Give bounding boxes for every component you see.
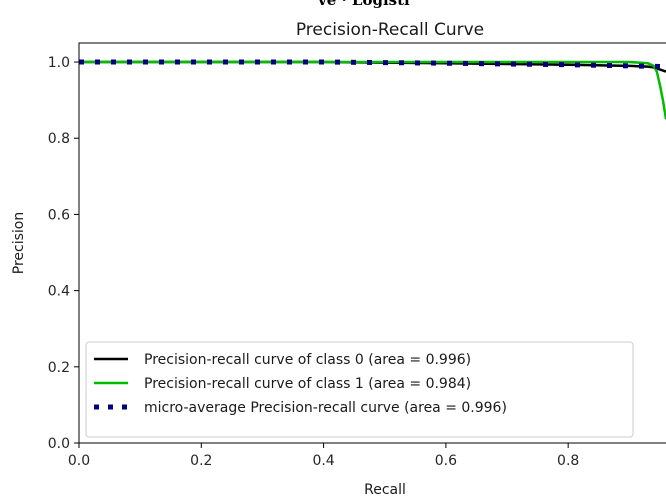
legend-entry-1: Precision-recall curve of class 1 (area … <box>144 376 471 392</box>
legend-entry-2: micro-average Precision-recall curve (ar… <box>144 400 507 416</box>
axes-layer: 0.0 0.2 0.4 0.6 0.8 0.0 0.2 0.4 0.6 0.8 1.0 <box>48 55 580 469</box>
y-tick-label: 1.0 <box>48 55 70 71</box>
y-tick-label: 0.2 <box>48 360 70 376</box>
legend-entry-0: Precision-recall curve of class 0 (area … <box>144 352 471 368</box>
series-line-1 <box>79 60 666 120</box>
plot-frame <box>78 42 666 444</box>
y-axis-label: Precision <box>11 212 27 274</box>
legend: Precision-recall curve of class 0 (area … <box>85 341 634 438</box>
y-tick-label: 0.0 <box>48 436 70 452</box>
series-layer <box>79 59 666 120</box>
y-tick-label: 0.4 <box>48 284 70 300</box>
legend-box <box>85 341 634 438</box>
y-tick-label: 0.6 <box>48 207 70 223</box>
x-tick-label: 0.0 <box>68 453 90 469</box>
x-tick-label: 0.2 <box>190 453 212 469</box>
y-tick-label: 0.8 <box>48 131 70 147</box>
x-tick-label: 0.4 <box>312 453 334 469</box>
x-tick-label: 0.6 <box>435 453 457 469</box>
x-axis-label: Recall <box>364 482 406 497</box>
chart-title: Precision-Recall Curve <box>296 20 484 40</box>
cutoff-header-text: ve · Logisti <box>318 0 410 9</box>
x-tick-label: 0.8 <box>557 453 579 469</box>
